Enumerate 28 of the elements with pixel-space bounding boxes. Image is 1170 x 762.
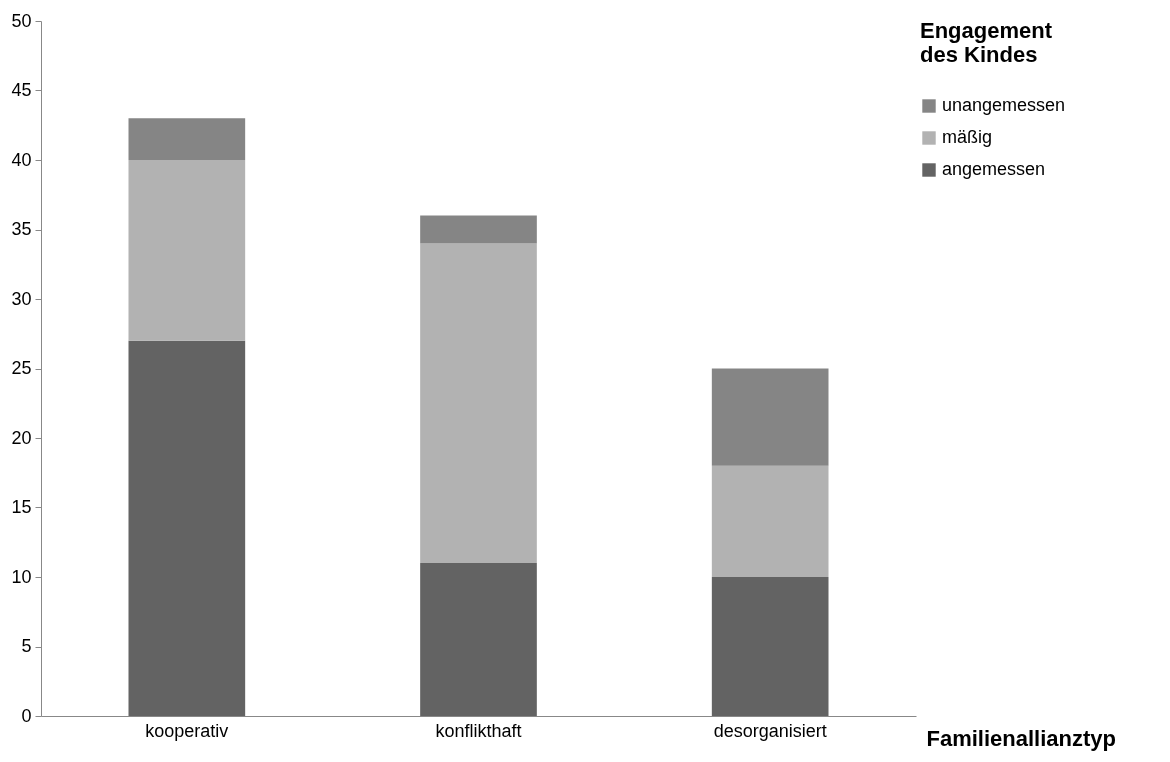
y-tick-label: 30 xyxy=(11,288,32,309)
bar xyxy=(420,563,537,716)
legend-label: unangemessen xyxy=(942,95,1066,115)
x-tick-label: konflikthaft xyxy=(435,720,522,741)
bar xyxy=(711,577,829,716)
y-tick-label: 25 xyxy=(11,358,32,378)
y-tick-label: 40 xyxy=(11,149,32,170)
legend-label: mäßig xyxy=(942,127,993,147)
y-tick-label: 10 xyxy=(11,566,32,587)
bar xyxy=(420,215,537,244)
bar xyxy=(711,465,829,577)
x-axis-title: Familienallianztyp xyxy=(926,725,1116,751)
bar xyxy=(711,368,829,466)
legend-label: angemessen xyxy=(942,159,1046,179)
y-tick-label: 35 xyxy=(11,219,32,239)
y-tick-label: 5 xyxy=(21,636,32,656)
y-tick-label: 50 xyxy=(11,10,32,31)
x-tick-label: desorganisiert xyxy=(713,720,827,741)
y-tick-label: 0 xyxy=(21,705,32,726)
legend-title: Engagement des Kindes xyxy=(920,18,1053,67)
bar xyxy=(128,118,246,160)
y-tick-label: 45 xyxy=(11,80,32,100)
bar xyxy=(128,340,246,716)
y-tick-label: 20 xyxy=(11,427,32,448)
bar xyxy=(420,243,537,564)
y-tick-label: 15 xyxy=(11,497,32,517)
x-tick-label: kooperativ xyxy=(145,720,229,741)
bar xyxy=(128,160,246,341)
